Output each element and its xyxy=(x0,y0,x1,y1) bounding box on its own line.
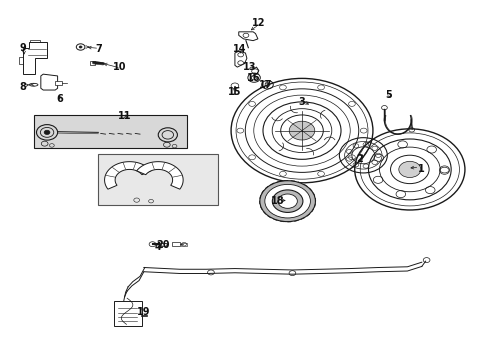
Text: 18: 18 xyxy=(271,196,285,206)
Polygon shape xyxy=(263,210,269,213)
Bar xyxy=(159,243,166,246)
Polygon shape xyxy=(238,32,257,41)
Polygon shape xyxy=(267,213,273,217)
Text: 5: 5 xyxy=(384,90,391,100)
Polygon shape xyxy=(234,51,246,67)
Bar xyxy=(30,40,40,43)
Polygon shape xyxy=(273,216,278,220)
Bar xyxy=(171,242,180,246)
Circle shape xyxy=(398,161,420,177)
Polygon shape xyxy=(260,196,265,199)
Polygon shape xyxy=(104,162,151,189)
Polygon shape xyxy=(136,162,183,189)
Bar xyxy=(181,243,186,246)
Polygon shape xyxy=(299,215,304,219)
Text: 6: 6 xyxy=(57,94,63,104)
Bar xyxy=(34,115,186,148)
Circle shape xyxy=(264,184,310,218)
Text: 4: 4 xyxy=(155,242,162,252)
Text: 15: 15 xyxy=(228,87,241,97)
Ellipse shape xyxy=(29,83,38,86)
Text: 20: 20 xyxy=(156,240,169,250)
Polygon shape xyxy=(260,206,266,209)
Polygon shape xyxy=(265,187,271,191)
Bar xyxy=(90,61,95,65)
Polygon shape xyxy=(41,74,58,90)
Text: 2: 2 xyxy=(355,154,362,164)
Polygon shape xyxy=(301,185,306,189)
Polygon shape xyxy=(280,217,284,221)
Polygon shape xyxy=(284,181,287,184)
Text: 9: 9 xyxy=(20,43,26,53)
Bar xyxy=(55,81,62,85)
Text: 8: 8 xyxy=(20,81,26,91)
Text: 17: 17 xyxy=(259,80,272,90)
Polygon shape xyxy=(293,217,298,221)
Text: 14: 14 xyxy=(232,45,246,54)
Circle shape xyxy=(44,130,50,135)
Polygon shape xyxy=(304,212,309,216)
Circle shape xyxy=(79,46,82,48)
Text: 3: 3 xyxy=(298,98,305,107)
Text: 12: 12 xyxy=(252,18,265,28)
Bar xyxy=(19,57,24,64)
Circle shape xyxy=(272,190,302,212)
Text: 19: 19 xyxy=(137,307,150,317)
Polygon shape xyxy=(262,191,267,195)
Polygon shape xyxy=(276,181,281,185)
Polygon shape xyxy=(259,201,264,204)
Text: 13: 13 xyxy=(242,62,256,72)
Text: 11: 11 xyxy=(118,112,131,121)
Polygon shape xyxy=(296,182,301,186)
Text: 1: 1 xyxy=(418,165,425,174)
Polygon shape xyxy=(310,198,315,201)
Circle shape xyxy=(259,181,315,222)
Polygon shape xyxy=(23,42,47,74)
Polygon shape xyxy=(290,181,294,185)
Polygon shape xyxy=(309,203,315,207)
Bar xyxy=(114,301,142,327)
Bar xyxy=(98,154,218,205)
Polygon shape xyxy=(308,193,314,197)
Circle shape xyxy=(288,121,314,140)
Text: 7: 7 xyxy=(95,45,102,54)
Text: 10: 10 xyxy=(113,62,126,72)
Polygon shape xyxy=(305,189,311,193)
Text: 16: 16 xyxy=(247,73,260,83)
Polygon shape xyxy=(287,218,291,222)
Circle shape xyxy=(277,194,297,208)
Polygon shape xyxy=(270,184,276,188)
Polygon shape xyxy=(307,208,313,211)
